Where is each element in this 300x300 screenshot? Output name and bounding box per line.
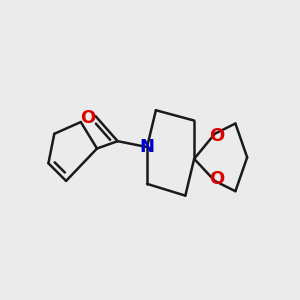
Text: O: O	[208, 169, 224, 188]
Text: O: O	[208, 127, 224, 145]
Text: O: O	[80, 109, 96, 127]
Text: N: N	[140, 138, 154, 156]
